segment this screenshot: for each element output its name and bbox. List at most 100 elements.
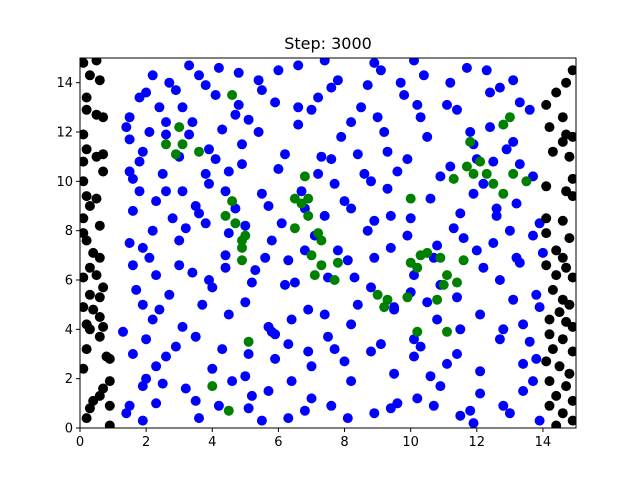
point-series-0-266 (299, 405, 310, 416)
point-series-0-221 (508, 294, 519, 305)
point-series-2-48 (84, 403, 95, 414)
point-series-1-48 (448, 173, 459, 184)
point-series-0-275 (481, 65, 492, 76)
point-series-2-69 (557, 252, 568, 263)
point-series-1-52 (508, 168, 519, 179)
point-series-0-258 (432, 240, 443, 251)
point-series-2-31 (88, 304, 99, 315)
point-series-0-31 (164, 289, 175, 300)
point-series-2-51 (567, 65, 576, 76)
point-series-0-166 (164, 77, 175, 88)
point-series-0-103 (389, 368, 400, 379)
y-axis: 0 2 4 6 8 10 12 14 (56, 76, 80, 437)
point-series-0-170 (246, 277, 257, 288)
point-series-0-194 (339, 356, 350, 367)
point-series-0-7 (127, 260, 138, 271)
point-series-0-14 (134, 186, 145, 197)
point-series-0-190 (256, 85, 267, 96)
point-series-0-151 (415, 341, 426, 352)
point-series-0-203 (524, 336, 535, 347)
point-series-0-223 (131, 284, 142, 295)
point-series-0-269 (468, 418, 479, 428)
point-series-0-126 (475, 309, 486, 320)
point-series-0-168 (204, 178, 214, 189)
point-series-0-167 (184, 129, 195, 140)
point-series-0-209 (263, 201, 274, 211)
point-series-0-75 (293, 119, 304, 130)
point-series-0-79 (306, 361, 317, 372)
point-series-0-130 (491, 210, 502, 221)
x-axis: 0 2 4 6 8 10 12 14 (76, 428, 551, 450)
point-series-0-187 (197, 299, 208, 310)
point-series-0-32 (161, 351, 171, 362)
point-series-2-53 (557, 112, 568, 123)
y-tick-label: 2 (65, 372, 73, 387)
point-series-1-53 (521, 176, 532, 187)
point-series-0-56 (233, 99, 244, 110)
point-series-0-118 (448, 223, 459, 234)
point-series-2-88 (544, 376, 555, 387)
point-series-2-39 (104, 353, 115, 364)
point-series-0-242 (518, 358, 529, 369)
point-series-0-73 (283, 413, 294, 424)
point-series-0-174 (326, 154, 337, 165)
point-series-0-189 (237, 139, 247, 150)
point-series-0-115 (435, 381, 446, 392)
point-series-2-23 (94, 252, 105, 263)
point-series-0-128 (485, 87, 495, 98)
point-series-2-72 (551, 270, 562, 281)
point-series-0-161 (210, 154, 221, 165)
point-series-0-20 (147, 70, 158, 81)
point-series-0-125 (471, 245, 482, 256)
point-series-0-59 (240, 297, 251, 308)
point-series-0-72 (283, 339, 294, 350)
point-series-0-87 (336, 131, 347, 142)
point-series-1-39 (438, 279, 449, 290)
point-series-0-212 (326, 82, 337, 93)
point-series-2-91 (567, 395, 576, 406)
point-series-2-27 (98, 282, 109, 293)
point-series-0-204 (157, 378, 168, 389)
point-series-1-55 (442, 326, 452, 337)
point-series-0-173 (306, 104, 317, 115)
point-series-0-142 (528, 230, 538, 241)
point-series-2-26 (80, 272, 89, 283)
point-series-0-74 (293, 60, 304, 71)
x-tick-label: 6 (274, 435, 282, 450)
point-series-0-215 (385, 210, 396, 221)
point-series-0-119 (452, 292, 462, 303)
point-series-1-27 (309, 270, 320, 281)
point-series-0-35 (177, 186, 188, 197)
point-series-1-8 (230, 218, 241, 229)
x-tick-label: 4 (208, 435, 216, 450)
point-series-1-14 (223, 405, 234, 416)
point-series-0-143 (531, 289, 542, 300)
point-series-0-99 (379, 127, 390, 137)
point-series-0-55 (227, 376, 238, 387)
point-series-0-28 (161, 129, 171, 140)
point-series-2-87 (564, 368, 575, 379)
point-series-0-226 (190, 395, 201, 406)
point-series-2-30 (80, 302, 89, 313)
point-series-2-81 (544, 329, 555, 340)
point-series-2-46 (81, 413, 92, 424)
point-series-0-163 (174, 260, 185, 271)
point-series-0-213 (346, 117, 357, 128)
point-series-0-22 (147, 225, 158, 236)
points-layer (80, 58, 576, 428)
point-series-1-10 (237, 235, 247, 246)
point-series-0-145 (534, 415, 545, 426)
point-series-0-131 (494, 275, 505, 285)
point-series-2-92 (544, 400, 555, 411)
point-series-2-41 (104, 376, 115, 387)
point-series-0-9 (127, 349, 138, 359)
point-series-1-11 (237, 242, 247, 253)
point-series-2-83 (547, 344, 558, 355)
point-series-0-106 (405, 213, 416, 224)
point-series-2-82 (557, 334, 568, 345)
point-series-0-171 (266, 326, 277, 337)
point-series-0-202 (504, 225, 515, 236)
point-series-0-155 (329, 178, 340, 189)
point-series-0-239 (455, 208, 466, 219)
point-series-0-30 (161, 186, 171, 197)
